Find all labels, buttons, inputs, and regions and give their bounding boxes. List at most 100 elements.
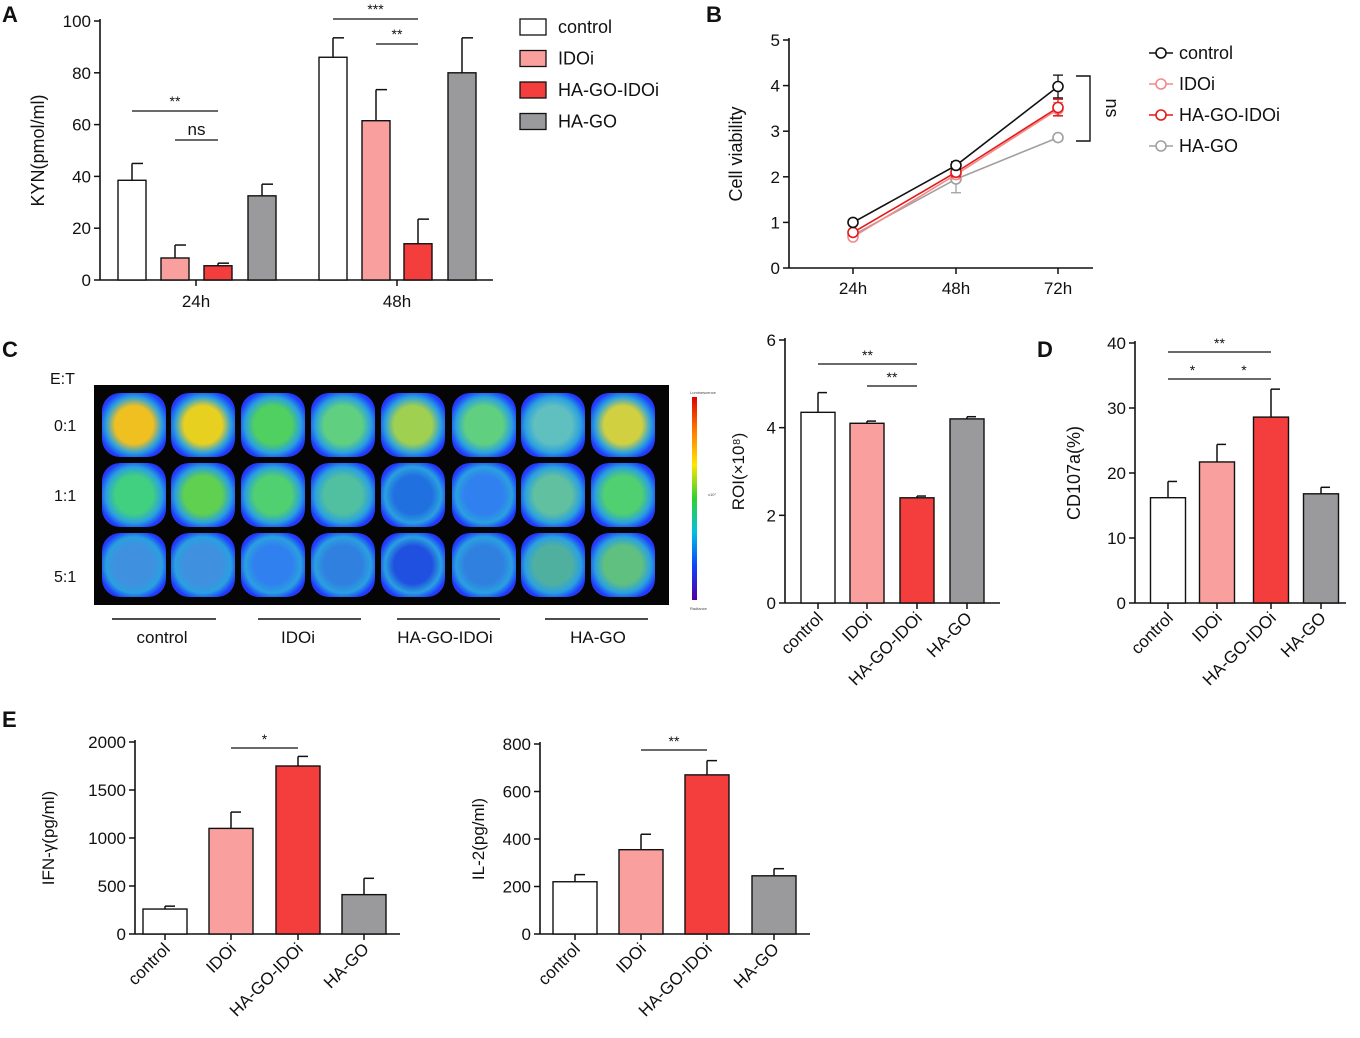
- panel-a-legend-label: IDOi: [558, 49, 594, 69]
- group-label-ha-go: HA-GO: [570, 628, 626, 647]
- panel-e-il2-y-tick-label: 800: [503, 735, 531, 754]
- group-label-idoi: IDOi: [281, 628, 315, 647]
- panel-c-bar-control: [800, 411, 836, 604]
- panel-e-ifn-y-tick-label: 2000: [88, 733, 126, 752]
- panel-a-legend-label: HA-GO-IDOi: [558, 80, 659, 100]
- panel-label-c: C: [2, 337, 18, 362]
- panel-d-bar-idoi: [1198, 461, 1236, 604]
- panel-c-bar-idoi: [849, 422, 885, 604]
- panel-d-x-tick-label: HA-GO: [1277, 608, 1330, 661]
- panel-e-ifn-y-tick-label: 1500: [88, 781, 126, 800]
- luminescence-well: [241, 393, 305, 457]
- panel-e-ifn-bar-idoi: [208, 827, 254, 935]
- panel-e-il2-x-tick-label: control: [534, 939, 584, 989]
- panel-a-legend-swatch: [519, 49, 547, 68]
- panel-e-il2-y-tick-label: 600: [503, 783, 531, 802]
- panel-a-y-tick-label: 80: [72, 64, 91, 83]
- panel-a-x-tick-label: 48h: [383, 292, 411, 311]
- panel-a-bar-idoi: [160, 257, 190, 281]
- panel-c-x-tick-label: control: [777, 608, 827, 658]
- panel-d-x-tick-label: IDOi: [1188, 608, 1225, 645]
- bioluminescence-plate-image: [94, 385, 669, 605]
- panel-b-ns-bracket: [1076, 75, 1091, 142]
- colorbar-bottom-label: Radiance: [690, 606, 707, 611]
- panel-a-y-tick-label: 100: [63, 12, 91, 31]
- panel-b-y-tick-label: 0: [771, 259, 780, 278]
- luminescence-well: [171, 393, 235, 457]
- panel-label-e: E: [2, 707, 17, 732]
- luminescence-well: [311, 393, 375, 457]
- panel-b-legend-label: control: [1179, 43, 1233, 63]
- panel-a-y-tick-label: 60: [72, 116, 91, 135]
- panel-a-significance-label: ns: [188, 120, 206, 139]
- panel-a-bar-ha-go: [247, 195, 277, 281]
- panel-e-ifn-y-axis-label: IFN-γ(pg/ml): [39, 791, 58, 885]
- panel-a-bar-idoi: [361, 120, 391, 281]
- luminescence-well: [171, 533, 235, 597]
- panel-e-ifn-significance-label: *: [262, 731, 268, 747]
- panel-a-bar-ha-go-idoi: [203, 265, 233, 281]
- panel-d-y-tick-label: 10: [1107, 529, 1126, 548]
- panel-e-ifn-bar-control: [142, 908, 188, 935]
- panel-d-significance-label: **: [1214, 335, 1225, 351]
- panel-label-b: B: [706, 2, 722, 27]
- panel-d-y-tick-label: 40: [1107, 334, 1126, 353]
- panel-e-il2-y-tick-label: 200: [503, 878, 531, 897]
- panel-e-il2-bar-ha-go-idoi: [684, 774, 730, 935]
- panel-c-x-tick-label: IDOi: [838, 608, 875, 645]
- panel-a-bar-ha-go: [447, 72, 477, 281]
- panel-label-a: A: [2, 2, 18, 27]
- panel-c-x-tick-label: HA-GO: [923, 608, 976, 661]
- panel-c-y-axis-label: ROI(×10⁸): [729, 433, 748, 511]
- panel-c-y-tick-label: 6: [767, 331, 776, 350]
- row-label-1: 1:1: [54, 488, 76, 505]
- luminescence-well: [452, 463, 516, 527]
- luminescence-well: [241, 463, 305, 527]
- group-label-control: control: [136, 628, 187, 647]
- row-label-0: 0:1: [54, 418, 76, 435]
- panel-b-y-tick-label: 2: [771, 168, 780, 187]
- panel-a-y-tick-label: 40: [72, 167, 91, 186]
- panel-e-il2-bar-ha-go: [751, 875, 797, 935]
- luminescence-well: [521, 393, 585, 457]
- luminescence-well: [241, 533, 305, 597]
- panel-d-y-tick-label: 30: [1107, 399, 1126, 418]
- colorbar: [692, 397, 697, 600]
- panel-e-il2-x-tick-label: IDOi: [612, 939, 649, 976]
- panel-a-y-tick-label: 0: [82, 271, 91, 290]
- panel-d-bar-ha-go-idoi: [1252, 416, 1290, 604]
- luminescence-well: [102, 463, 166, 527]
- panel-c-bar-ha-go: [949, 418, 985, 604]
- panel-d-y-axis-label: CD107a(%): [1064, 426, 1084, 520]
- luminescence-well: [591, 533, 655, 597]
- luminescence-well: [381, 463, 445, 527]
- panel-e-ifn-bar-ha-go: [341, 893, 387, 935]
- panel-b-legend-label: HA-GO-IDOi: [1179, 105, 1280, 125]
- panel-b-y-axis-label: Cell viability: [726, 106, 746, 201]
- panel-b-data-point: [1052, 131, 1064, 144]
- panel-e-ifn-y-tick-label: 0: [117, 925, 126, 944]
- panel-d-y-tick-label: 20: [1107, 464, 1126, 483]
- panel-e-il2-bar-idoi: [618, 848, 664, 935]
- luminescence-well: [381, 393, 445, 457]
- panel-b-legend-marker: [1155, 47, 1167, 59]
- panel-e-il2-significance-label: **: [669, 733, 680, 749]
- panel-a-bar-ha-go-idoi: [403, 243, 433, 281]
- panel-b-x-tick-label: 24h: [839, 279, 867, 298]
- panel-a-legend-label: control: [558, 17, 612, 37]
- panel-b-y-tick-label: 4: [771, 77, 780, 96]
- panel-e-ifn-x-tick-label: HA-GO: [320, 939, 373, 992]
- panel-a-legend-swatch: [519, 18, 547, 36]
- panel-label-d: D: [1037, 337, 1053, 362]
- colorbar-mid-label: x10⁷: [708, 492, 716, 497]
- colorbar-top-label: Luminescence: [690, 390, 716, 395]
- panel-a-legend-swatch: [519, 112, 547, 131]
- panel-e-ifn-y-tick-label: 1000: [88, 829, 126, 848]
- panel-b-legend-marker: [1155, 140, 1167, 152]
- panel-c-y-tick-label: 4: [767, 419, 776, 438]
- panel-a-legend-swatch: [519, 81, 547, 99]
- panel-b-ns-label: ns: [1102, 98, 1122, 117]
- luminescence-well: [102, 533, 166, 597]
- panel-b-y-tick-label: 3: [771, 122, 780, 141]
